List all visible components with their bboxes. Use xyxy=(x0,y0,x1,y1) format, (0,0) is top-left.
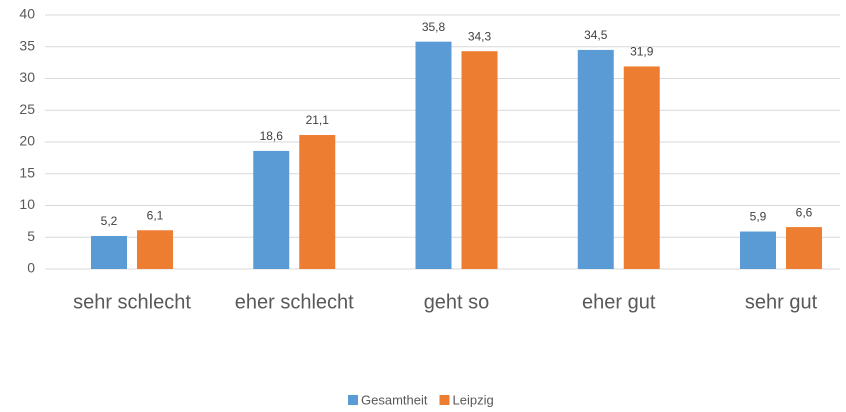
bar xyxy=(786,227,822,269)
value-label: 6,6 xyxy=(796,205,813,219)
x-tick-label: sehr gut xyxy=(745,291,818,313)
x-tick-label: sehr schlecht xyxy=(73,291,191,313)
y-tick-label: 10 xyxy=(19,196,35,212)
bar xyxy=(623,66,660,269)
y-tick-label: 35 xyxy=(19,37,35,53)
value-label: 31,9 xyxy=(630,45,654,59)
y-tick-label: 20 xyxy=(19,133,35,149)
bar xyxy=(253,150,290,269)
bar xyxy=(299,135,336,269)
y-tick-label: 0 xyxy=(27,260,35,276)
x-tick-label: geht so xyxy=(424,291,490,313)
bar xyxy=(461,51,498,269)
bar xyxy=(137,230,173,269)
y-tick-label: 15 xyxy=(19,164,35,180)
legend-label: Gesamtheit xyxy=(361,392,428,407)
y-tick-label: 5 xyxy=(27,228,35,244)
y-tick-label: 30 xyxy=(19,69,35,85)
value-label: 21,1 xyxy=(306,113,330,127)
bar xyxy=(740,231,776,269)
legend-swatch xyxy=(439,395,450,405)
bar xyxy=(577,49,614,269)
value-label: 34,5 xyxy=(584,28,608,42)
bar xyxy=(91,235,127,269)
x-tick-label: eher schlecht xyxy=(235,291,354,313)
value-label: 34,3 xyxy=(468,29,492,43)
x-tick-label: eher gut xyxy=(582,291,656,313)
y-tick-label: 40 xyxy=(19,6,35,22)
value-label: 6,1 xyxy=(147,208,164,222)
y-tick-label: 25 xyxy=(19,101,35,117)
value-label: 5,2 xyxy=(101,214,118,228)
value-label: 18,6 xyxy=(260,129,284,143)
value-label: 35,8 xyxy=(422,20,446,34)
value-label: 5,9 xyxy=(750,210,767,224)
legend-label: Leipzig xyxy=(452,392,493,407)
bar xyxy=(415,41,452,269)
legend-swatch xyxy=(348,395,358,405)
